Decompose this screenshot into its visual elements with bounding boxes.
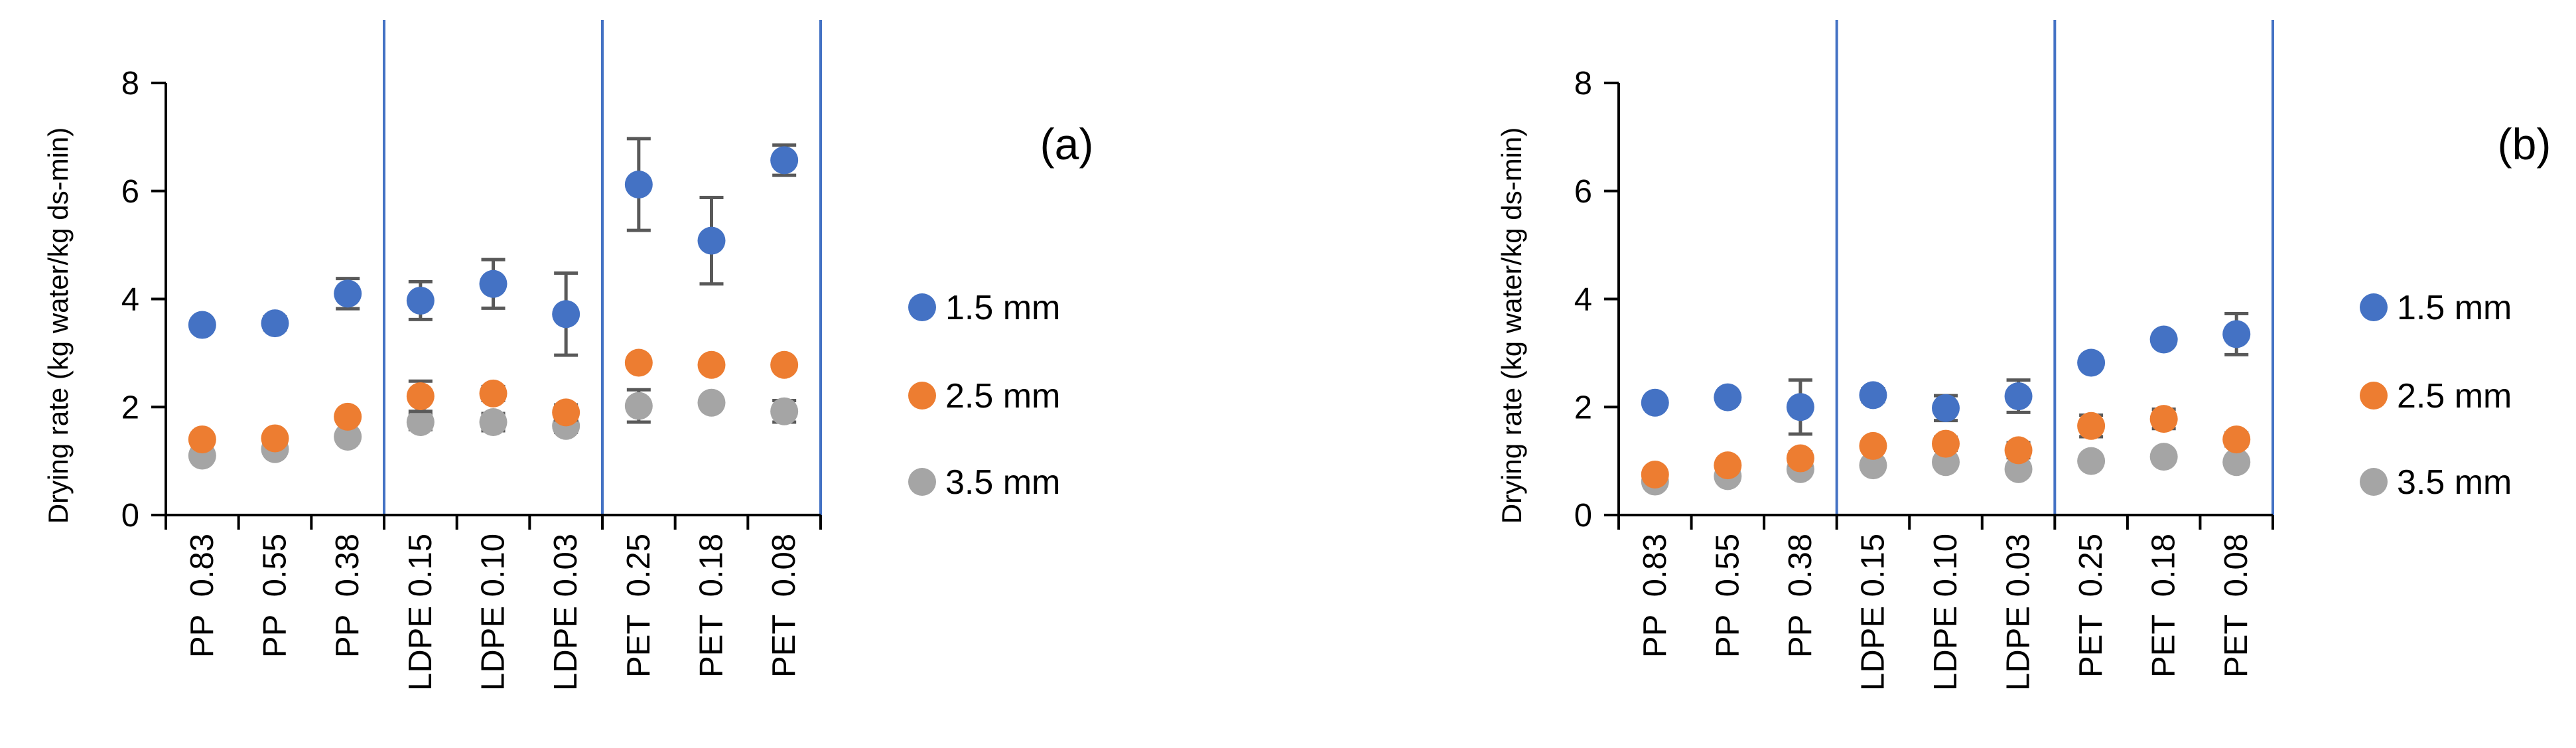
data-point [2149,325,2178,354]
category-label: LDPE 0.15 [403,534,439,691]
category-label: LDPE 0.03 [2001,534,2037,691]
y-tick-label: 4 [1574,282,1592,318]
data-point [552,398,580,427]
data-point [770,146,799,175]
panel-label: (b) [2498,119,2551,169]
data-point [1859,431,1887,460]
category-label: PET 0.18 [2146,534,2182,678]
y-tick-label: 0 [121,498,139,534]
y-tick-label: 8 [121,66,139,102]
category-label: PP 0.38 [330,534,366,658]
category-label: PP 0.83 [184,534,220,658]
category-label: PP 0.55 [257,534,293,658]
data-point [2222,425,2251,454]
category-label: LDPE 0.10 [1928,534,1964,691]
series-0 [1641,311,2251,436]
y-tick-label: 2 [1574,390,1592,425]
chart-panel-0: 0 2 4 6 8 PP 0.83 PP 0.55 PP 0.38 LDPE 0.15 LDPE … [42,20,1093,691]
legend-label: 2.5 mm [2397,377,2512,415]
y-axis-label: Drying rate (kg water/kg ds-min) [1496,127,1527,524]
data-point [552,300,580,329]
data-point [1932,429,1960,458]
series-0 [188,137,799,357]
legend-marker [908,293,936,321]
y-tick-label: 2 [121,390,139,425]
data-point [188,311,216,339]
data-point [697,226,726,255]
data-point [261,424,289,453]
y-tick-label: 6 [1574,174,1592,210]
legend-marker [908,468,936,496]
category-label: LDPE 0.15 [1855,534,1891,691]
data-point [188,425,216,454]
data-point [2149,405,2178,433]
data-point [406,382,435,410]
category-label: PP 0.38 [1783,534,1818,658]
y-tick-label: 6 [121,174,139,210]
data-point [1641,460,1669,488]
data-point [334,279,362,308]
data-point [2004,436,2033,465]
legend-label: 2.5 mm [945,377,1060,415]
series-1 [188,348,799,454]
category-label: PET 0.08 [2218,534,2254,678]
chart-panel-1: 0 2 4 6 8 PP 0.83 PP 0.55 PP 0.38 LDPE 0.15 LDPE … [1496,20,2551,691]
category-label: PET 0.25 [2073,534,2109,678]
legend-marker [2360,382,2388,410]
category-label: PET 0.25 [621,534,657,678]
legend-marker [2360,293,2388,321]
category-label: LDPE 0.03 [548,534,584,691]
data-point [479,379,508,408]
data-point [406,408,435,437]
data-point [2077,411,2106,440]
data-point [1932,394,1960,422]
data-point [2077,348,2106,377]
data-point [2222,448,2251,477]
category-label: LDPE 0.10 [476,534,511,691]
legend-label: 3.5 mm [945,463,1060,502]
data-point [406,286,435,315]
data-point [2004,382,2033,410]
y-tick-label: 8 [1574,66,1592,102]
data-point [697,388,726,417]
data-point [334,423,362,451]
category-label: PP 0.83 [1637,534,1673,658]
panel-label: (a) [1040,119,1094,169]
y-tick-label: 4 [121,282,139,318]
legend-label: 3.5 mm [2397,463,2512,502]
data-point [624,392,653,420]
data-point [624,170,653,198]
data-point [1714,383,1742,411]
data-point [770,397,799,425]
category-label: PET 0.08 [766,534,802,678]
data-point [1786,444,1814,473]
data-point [479,408,508,437]
legend-marker [2360,468,2388,496]
data-point [2222,320,2251,348]
data-point [770,350,799,379]
data-point [2149,443,2178,471]
data-point [261,309,289,338]
legend-marker [908,382,936,410]
legend-label: 1.5 mm [2397,289,2512,327]
data-point [1641,388,1669,417]
data-point [1714,451,1742,480]
data-point [1786,393,1814,421]
data-point [479,269,508,298]
legend-label: 1.5 mm [945,289,1060,327]
data-point [1859,451,1887,480]
data-point [2077,447,2106,475]
data-point [1859,381,1887,410]
y-tick-label: 0 [1574,498,1592,534]
series-1 [1641,405,2251,488]
data-point [334,402,362,431]
y-axis-label: Drying rate (kg water/kg ds-min) [42,127,74,524]
category-label: PET 0.18 [694,534,730,678]
data-point [697,350,726,379]
category-label: PP 0.55 [1710,534,1745,658]
data-point [624,348,653,377]
